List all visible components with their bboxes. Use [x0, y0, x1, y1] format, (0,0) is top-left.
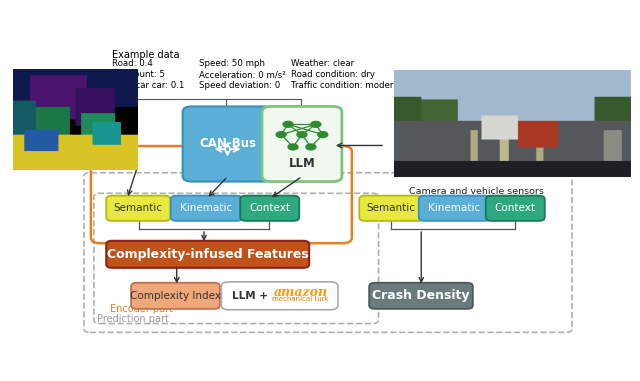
Circle shape: [297, 132, 307, 138]
Text: Kinematic: Kinematic: [428, 203, 481, 213]
Text: Complexity Index: Complexity Index: [130, 291, 221, 301]
Text: Context: Context: [495, 203, 536, 213]
Text: Crash Density: Crash Density: [372, 289, 470, 302]
Text: Road condition: dry: Road condition: dry: [291, 70, 375, 79]
Text: Example data: Example data: [112, 50, 180, 60]
FancyBboxPatch shape: [106, 195, 170, 221]
Text: Weather: clear: Weather: clear: [291, 59, 354, 68]
Text: LLM +: LLM +: [232, 291, 268, 301]
Text: Speed deviation: 0: Speed deviation: 0: [199, 81, 280, 90]
Text: Road: 0.4: Road: 0.4: [112, 59, 153, 68]
FancyBboxPatch shape: [171, 195, 242, 221]
Text: amazon: amazon: [274, 286, 328, 299]
Circle shape: [276, 132, 286, 138]
Text: Kinematic: Kinematic: [180, 203, 232, 213]
FancyBboxPatch shape: [221, 282, 338, 310]
Circle shape: [311, 122, 321, 127]
FancyBboxPatch shape: [486, 195, 545, 221]
Text: Context: Context: [249, 203, 290, 213]
Text: Lead car car: 0.1: Lead car car: 0.1: [112, 81, 184, 90]
Circle shape: [318, 132, 328, 138]
Text: LLM: LLM: [289, 157, 316, 170]
Text: Complexity-infused Features: Complexity-infused Features: [107, 248, 308, 261]
Circle shape: [288, 144, 298, 150]
Text: Semantic: Semantic: [114, 203, 163, 213]
FancyBboxPatch shape: [131, 283, 220, 309]
FancyBboxPatch shape: [106, 241, 309, 268]
FancyBboxPatch shape: [182, 106, 273, 182]
Text: mechanical turk: mechanical turk: [273, 296, 329, 303]
FancyBboxPatch shape: [369, 283, 473, 309]
Text: Semantic: Semantic: [367, 203, 416, 213]
Text: CAN-Bus: CAN-Bus: [199, 138, 256, 150]
Circle shape: [283, 122, 293, 127]
Circle shape: [306, 144, 316, 150]
Text: Car count: 5: Car count: 5: [112, 70, 165, 79]
Text: Encoder part: Encoder part: [110, 304, 173, 314]
Text: Traffic condition: moderate: Traffic condition: moderate: [291, 81, 407, 90]
Text: Speed: 50 mph: Speed: 50 mph: [199, 59, 265, 68]
FancyBboxPatch shape: [419, 195, 490, 221]
FancyBboxPatch shape: [359, 195, 423, 221]
Text: Camera and vehicle sensors: Camera and vehicle sensors: [410, 187, 544, 195]
Text: Prediction part: Prediction part: [97, 314, 169, 323]
FancyBboxPatch shape: [262, 106, 342, 182]
FancyBboxPatch shape: [240, 195, 300, 221]
Text: Acceleration: 0 m/s²: Acceleration: 0 m/s²: [199, 70, 286, 79]
